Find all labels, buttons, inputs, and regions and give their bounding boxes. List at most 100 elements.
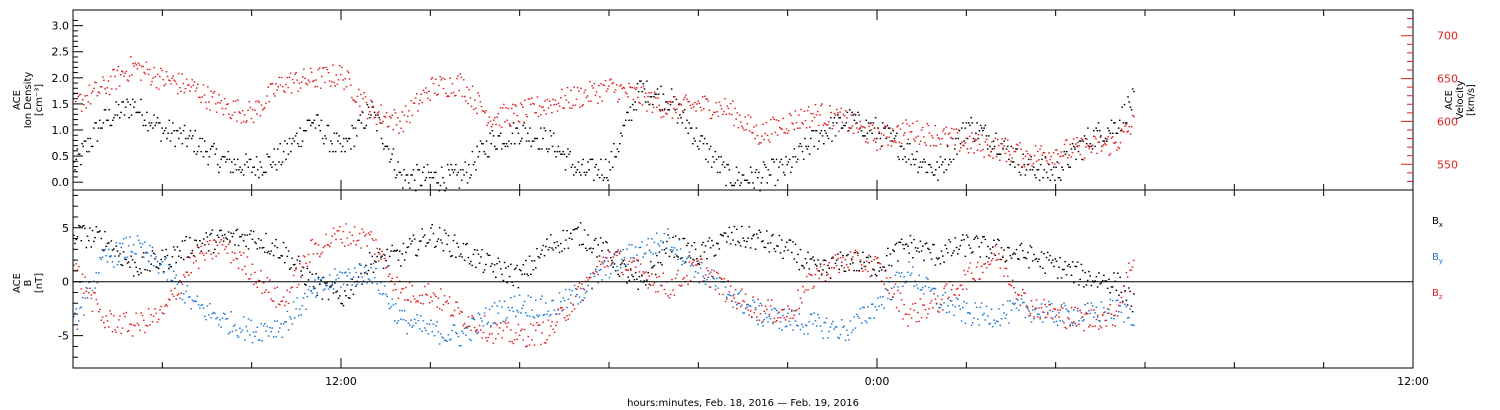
data-point-velocity bbox=[89, 103, 92, 105]
data-point-by bbox=[1060, 304, 1063, 306]
data-point-velocity bbox=[798, 114, 800, 116]
data-point-density bbox=[146, 111, 148, 114]
data-point-velocity bbox=[262, 107, 265, 110]
data-point-bz bbox=[754, 309, 757, 311]
data-point-density bbox=[830, 117, 832, 119]
data-point-bx bbox=[920, 250, 923, 252]
data-point-velocity bbox=[217, 101, 219, 104]
data-point-density bbox=[865, 119, 867, 121]
data-point-velocity bbox=[370, 99, 372, 102]
data-point-by bbox=[699, 267, 702, 269]
data-point-density bbox=[258, 177, 260, 179]
data-point-bz bbox=[773, 317, 776, 320]
data-point-velocity bbox=[1037, 150, 1039, 153]
data-point-bz bbox=[305, 262, 307, 264]
data-point-bx bbox=[663, 249, 666, 251]
data-point-by bbox=[922, 286, 924, 289]
data-point-density bbox=[278, 161, 280, 163]
data-point-by bbox=[964, 322, 967, 325]
data-point-bz bbox=[421, 294, 423, 296]
data-point-bz bbox=[1129, 269, 1131, 271]
data-point-velocity bbox=[1018, 164, 1020, 166]
data-point-bz bbox=[492, 342, 495, 344]
data-point-velocity bbox=[481, 110, 484, 112]
data-point-velocity bbox=[186, 84, 189, 86]
data-point-by bbox=[150, 255, 152, 257]
data-point-by bbox=[686, 257, 688, 260]
data-point-by bbox=[445, 339, 447, 342]
data-point-bz bbox=[432, 292, 435, 294]
data-point-bz bbox=[211, 258, 214, 260]
data-point-by bbox=[815, 325, 818, 327]
data-point-by bbox=[190, 308, 192, 310]
data-point-by bbox=[160, 263, 162, 265]
data-point-bz bbox=[264, 291, 266, 293]
data-point-bz bbox=[839, 257, 842, 259]
data-point-by bbox=[186, 285, 189, 287]
data-point-velocity bbox=[1021, 165, 1023, 168]
data-point-bx bbox=[1066, 265, 1069, 267]
data-point-velocity bbox=[153, 66, 155, 69]
data-point-bz bbox=[232, 259, 235, 261]
data-point-by bbox=[1096, 316, 1099, 318]
data-point-by bbox=[85, 286, 88, 289]
data-point-bz bbox=[824, 279, 827, 282]
data-point-density bbox=[374, 114, 377, 116]
data-point-bz bbox=[319, 255, 321, 258]
data-point-bz bbox=[219, 241, 221, 243]
data-point-bz bbox=[603, 266, 606, 268]
data-point-by bbox=[842, 326, 844, 328]
data-point-bz bbox=[284, 304, 286, 307]
data-point-by bbox=[111, 261, 114, 263]
data-point-bz bbox=[649, 284, 652, 287]
data-point-velocity bbox=[533, 103, 535, 105]
data-point-by bbox=[652, 253, 654, 255]
data-point-density bbox=[498, 135, 501, 137]
data-point-bz bbox=[555, 324, 557, 327]
data-point-bz bbox=[217, 252, 220, 255]
data-point-bz bbox=[703, 277, 706, 279]
data-point-bz bbox=[573, 308, 576, 310]
data-point-bx bbox=[75, 238, 78, 241]
data-point-velocity bbox=[214, 103, 217, 105]
data-point-bz bbox=[677, 269, 679, 272]
data-point-bz bbox=[566, 315, 568, 317]
data-point-density bbox=[749, 166, 752, 168]
data-point-bz bbox=[1094, 325, 1096, 327]
data-point-density bbox=[248, 158, 251, 161]
data-point-velocity bbox=[103, 79, 105, 81]
data-point-density bbox=[598, 177, 601, 179]
data-point-by bbox=[164, 258, 166, 261]
data-point-bx bbox=[266, 251, 269, 254]
data-point-density bbox=[943, 171, 945, 174]
data-point-bx bbox=[491, 263, 493, 265]
data-point-density bbox=[499, 132, 502, 134]
data-point-velocity bbox=[1053, 163, 1056, 165]
data-point-bx bbox=[331, 284, 334, 286]
data-point-bz bbox=[552, 328, 555, 330]
data-point-velocity bbox=[1052, 152, 1055, 154]
data-point-velocity bbox=[449, 77, 451, 79]
data-point-by bbox=[900, 272, 903, 274]
data-point-velocity bbox=[1006, 139, 1009, 141]
data-point-bx bbox=[732, 239, 734, 241]
data-point-by bbox=[884, 287, 887, 290]
data-point-velocity bbox=[287, 86, 290, 89]
data-point-density bbox=[588, 169, 590, 171]
data-point-density bbox=[890, 132, 892, 134]
data-point-by bbox=[907, 271, 909, 273]
data-point-density bbox=[662, 93, 665, 95]
data-point-velocity bbox=[1079, 153, 1082, 156]
data-point-bx bbox=[581, 243, 583, 246]
data-point-density bbox=[903, 148, 905, 150]
data-point-by bbox=[648, 249, 651, 251]
data-point-by bbox=[266, 325, 269, 328]
data-point-bz bbox=[475, 329, 477, 332]
data-point-by bbox=[794, 320, 797, 322]
data-point-density bbox=[218, 171, 220, 174]
data-point-by bbox=[853, 316, 855, 318]
data-point-density bbox=[220, 158, 222, 161]
data-point-by bbox=[501, 306, 503, 308]
data-point-bz bbox=[567, 318, 570, 320]
data-point-bz bbox=[1033, 316, 1035, 318]
